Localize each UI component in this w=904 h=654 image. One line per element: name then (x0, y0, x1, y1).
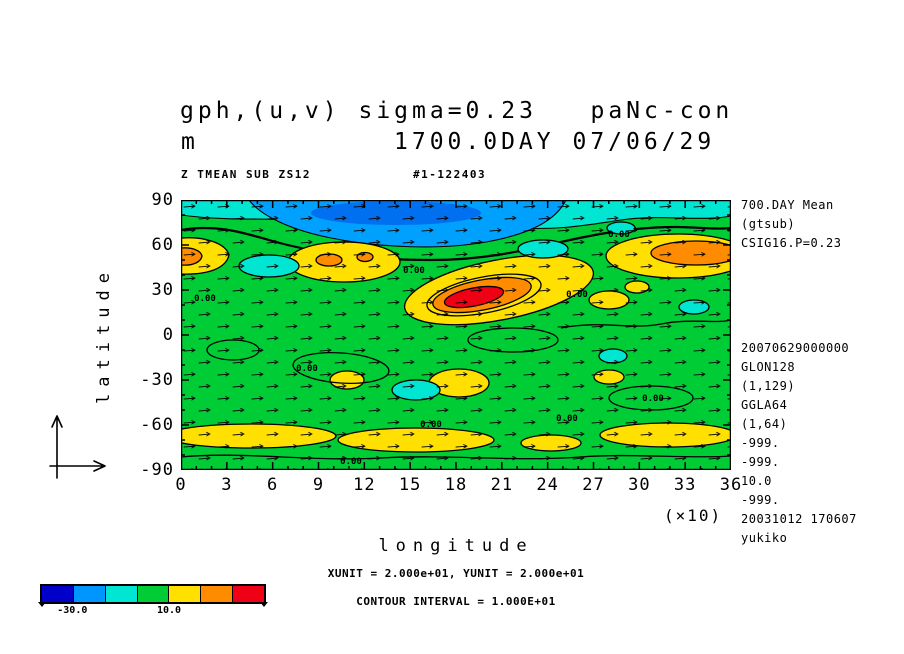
units-label: m (181, 129, 199, 155)
x-tick-label: 0 (175, 475, 187, 495)
y-tick-label: 30 (151, 280, 174, 300)
colorbar-segment (201, 586, 234, 602)
annotation-line: yukiko (741, 531, 788, 545)
subheader-left: Z TMEAN SUB ZS12 (181, 168, 311, 181)
xunit-arrow-icon (49, 460, 106, 472)
contour-map-svg: 0.00 0.00 0.00 0.00 0.00 0.00 0.00 0.00 … (181, 200, 731, 470)
y-tick-label: 0 (162, 325, 174, 345)
colorbar-right-end-tick (260, 602, 268, 607)
contour-interval-text: CONTOUR INTERVAL = 1.000E+01 (356, 595, 556, 608)
x-tick-labels: 0 3 6 9 12 15 18 21 24 27 30 33 36 (175, 475, 741, 497)
plot-title: gph,(u,v) sigma=0.23 paNc-con (180, 98, 734, 124)
colorbar-segment (233, 586, 265, 602)
x-tick-label: 6 (267, 475, 279, 495)
annotation-line: (1,64) (741, 417, 788, 431)
x-tick-label: 27 (582, 475, 605, 495)
svg-text:0.00: 0.00 (296, 364, 318, 374)
svg-text:0.00: 0.00 (642, 394, 664, 404)
annotation-line: GLON128 (741, 360, 796, 374)
annotation-line: 10.0 (741, 474, 772, 488)
y-tick-label: 90 (151, 190, 174, 210)
x-tick-label: 15 (398, 475, 422, 495)
colorbar-label-low: -30.0 (57, 605, 88, 616)
x-tick-label: 3 (221, 475, 233, 495)
vector-units-text: XUNIT = 2.000e+01, YUNIT = 2.000e+01 (327, 567, 585, 580)
x-tick-label: 18 (444, 475, 468, 495)
unit-vector-arrows (49, 415, 106, 479)
x-tick-label: 30 (628, 475, 651, 495)
svg-text:0.00: 0.00 (608, 230, 630, 240)
x-tick-label: 12 (353, 475, 376, 495)
y-tick-label: 60 (151, 235, 174, 255)
x-tick-label: 24 (536, 475, 559, 495)
right-annotations-top: 700.DAY Mean (gtsub) CSIG16.P=0.23 (741, 196, 841, 253)
svg-text:0.00: 0.00 (556, 414, 578, 424)
contour-map-plot: 0.00 0.00 0.00 0.00 0.00 0.00 0.00 0.00 … (181, 200, 731, 470)
annotation-line: (gtsub) (741, 217, 796, 231)
svg-text:0.00: 0.00 (340, 457, 362, 467)
annotation-line: 700.DAY Mean (741, 198, 834, 212)
annotation-line: 20070629000000 (741, 341, 850, 355)
subheader-right: #1-122403 (413, 168, 487, 181)
annotation-line: -999. (741, 493, 780, 507)
colorbar (40, 584, 266, 604)
colorbar-segment (42, 586, 74, 602)
y-tick-label: -90 (140, 460, 174, 480)
colorbar-segment (169, 586, 202, 602)
x-tick-label: 33 (673, 475, 697, 495)
x-tick-label: 21 (490, 475, 514, 495)
y-tick-labels: 90 60 30 0 -30 -60 -90 (118, 190, 174, 480)
time-title: 1700.0DAY 07/06/29 (394, 129, 716, 155)
contour-value-labels: 0.00 0.00 0.00 0.00 0.00 0.00 0.00 0.00 … (194, 230, 664, 467)
colorbar-segment (105, 586, 138, 602)
svg-text:0.00: 0.00 (194, 294, 216, 304)
svg-text:0.00: 0.00 (420, 420, 442, 430)
colorbar-segment (73, 586, 106, 602)
y-axis-label: latitude (94, 266, 114, 404)
svg-text:0.00: 0.00 (403, 266, 425, 276)
annotation-line: (1,129) (741, 379, 796, 393)
colorbar-segment (137, 586, 170, 602)
colorbar-label-mid: 10.0 (156, 605, 182, 616)
y-tick-label: -30 (140, 370, 174, 390)
colorbar-left-end-tick (38, 602, 46, 607)
right-annotations-bottom: 20070629000000 GLON128 (1,129) GGLA64 (1,64)… (741, 339, 857, 548)
x-scale-note: (×10) (664, 506, 723, 525)
colorbar-labels: -30.0 10.0 (38, 602, 268, 619)
yunit-arrow-icon (51, 415, 63, 479)
annotation-line: GGLA64 (741, 398, 788, 412)
x-tick-label: 9 (312, 475, 325, 495)
annotation-line: 20031012 170607 (741, 512, 857, 526)
y-tick-label: -60 (140, 415, 174, 435)
x-tick-label: 36 (719, 475, 743, 495)
svg-text:0.00: 0.00 (566, 290, 588, 300)
wind-vector-arrows (181, 200, 731, 470)
annotation-line: CSIG16.P=0.23 (741, 236, 842, 250)
annotation-line: -999. (741, 455, 780, 469)
x-axis-label: longitude (378, 536, 534, 556)
annotation-line: -999. (741, 436, 780, 450)
